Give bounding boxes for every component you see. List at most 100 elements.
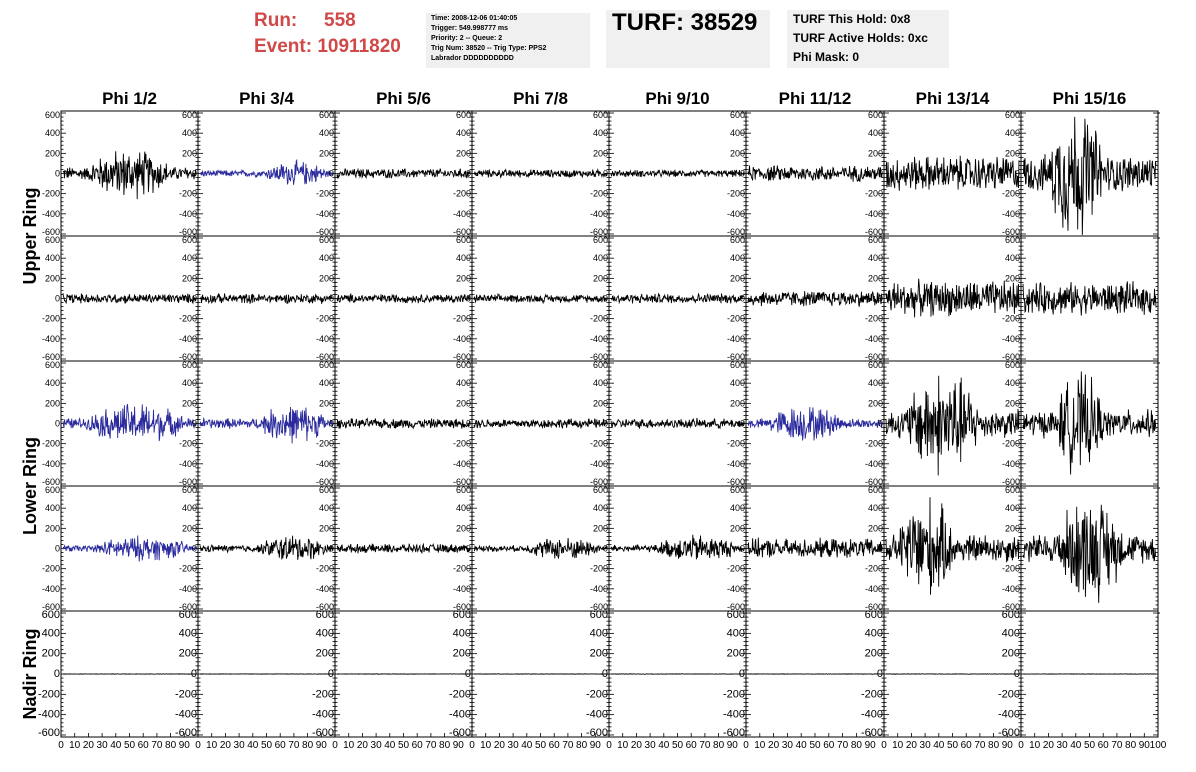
- waveform-trace: [199, 406, 334, 444]
- y-tick-label: -200: [42, 439, 60, 449]
- y-tick-label: 0: [55, 544, 60, 554]
- x-tick-label: 60: [275, 740, 287, 751]
- y-tick-label: 0: [740, 419, 745, 429]
- x-tick-label: 30: [371, 740, 383, 751]
- waveform-trace: [747, 537, 883, 558]
- y-tick-label: 0: [191, 668, 197, 680]
- y-tick-label: -400: [586, 709, 608, 721]
- x-tick-label: 80: [576, 740, 588, 751]
- x-tick-label: 70: [974, 740, 986, 751]
- y-tick-label: 0: [603, 294, 608, 304]
- y-tick-label: 400: [730, 378, 745, 388]
- y-tick-label: 600: [1005, 110, 1020, 120]
- x-tick-label: 90: [1139, 740, 1151, 751]
- y-tick-label: -400: [312, 709, 334, 721]
- waveform-trace: [336, 673, 470, 675]
- y-tick-label: 400: [868, 128, 883, 138]
- y-tick-label: -200: [312, 688, 334, 700]
- column-header: Phi 7/8: [513, 89, 568, 108]
- y-tick-label: -600: [42, 602, 60, 612]
- y-tick-label: 600: [593, 485, 608, 495]
- x-tick-label: 50: [947, 740, 959, 751]
- y-tick-label: 200: [590, 648, 608, 660]
- y-tick-label: -400: [179, 584, 197, 594]
- x-tick-label: 50: [261, 740, 273, 751]
- y-tick-label: 400: [1005, 253, 1020, 263]
- y-tick-label: 600: [179, 609, 197, 621]
- y-tick-label: 0: [55, 169, 60, 179]
- y-tick-label: 0: [603, 544, 608, 554]
- y-tick-label: -600: [727, 477, 745, 487]
- y-tick-label: 200: [1005, 523, 1020, 533]
- x-tick-label: 30: [1057, 740, 1069, 751]
- x-tick-label: 30: [97, 740, 109, 751]
- y-tick-label: -200: [316, 314, 334, 324]
- y-tick-label: 600: [182, 485, 197, 495]
- waveform-trace: [885, 278, 1020, 318]
- y-tick-label: -400: [42, 334, 60, 344]
- x-tick-label: 0: [469, 740, 475, 751]
- y-tick-label: 400: [730, 128, 745, 138]
- x-tick-label: 10: [69, 740, 81, 751]
- waveform-trace: [473, 537, 608, 560]
- waveform-trace: [199, 673, 334, 675]
- y-tick-label: -200: [590, 189, 608, 199]
- panel-frame: [1020, 360, 1159, 487]
- y-tick-label: 600: [1005, 360, 1020, 370]
- x-tick-label: 50: [124, 740, 136, 751]
- y-tick-label: 200: [593, 273, 608, 283]
- y-tick-label: 200: [45, 148, 60, 158]
- y-tick-label: 600: [45, 485, 60, 495]
- y-tick-label: -200: [316, 439, 334, 449]
- turf-box: TURF: 38529: [606, 10, 770, 68]
- y-tick-label: 600: [730, 485, 745, 495]
- x-tick-label: 0: [1018, 740, 1024, 751]
- x-tick-label: 80: [851, 740, 863, 751]
- y-tick-label: 400: [1005, 128, 1020, 138]
- y-tick-label: -600: [179, 602, 197, 612]
- x-tick-label: 60: [686, 740, 698, 751]
- y-tick-label: -200: [38, 688, 60, 700]
- waveform-trace: [62, 535, 197, 562]
- y-tick-label: -600: [38, 727, 60, 739]
- waveform-trace: [610, 534, 745, 560]
- y-tick-label: 400: [1002, 627, 1020, 639]
- y-tick-label: 0: [466, 419, 471, 429]
- y-tick-label: 600: [319, 360, 334, 370]
- waveform-trace: [336, 542, 471, 555]
- y-tick-label: -200: [42, 314, 60, 324]
- y-tick-label: -200: [861, 688, 883, 700]
- y-tick-label: -400: [42, 209, 60, 219]
- y-tick-label: -400: [861, 709, 883, 721]
- y-tick-label: -400: [865, 209, 883, 219]
- y-tick-label: -200: [179, 314, 197, 324]
- y-tick-label: 400: [319, 503, 334, 513]
- y-tick-label: -400: [453, 584, 471, 594]
- y-tick-label: -600: [865, 602, 883, 612]
- y-tick-label: 400: [182, 503, 197, 513]
- y-tick-label: 400: [182, 378, 197, 388]
- y-tick-label: 400: [868, 378, 883, 388]
- y-tick-label: -400: [727, 584, 745, 594]
- x-tick-label: 20: [768, 740, 780, 751]
- waveform-trace: [62, 151, 197, 200]
- y-tick-label: 200: [182, 148, 197, 158]
- y-tick-label: -400: [865, 334, 883, 344]
- y-tick-label: -600: [998, 727, 1020, 739]
- y-tick-label: -200: [590, 564, 608, 574]
- x-tick-label: 30: [782, 740, 794, 751]
- y-tick-label: -400: [727, 459, 745, 469]
- x-tick-label: 90: [1002, 740, 1014, 751]
- y-tick-label: -200: [449, 688, 471, 700]
- y-tick-label: -400: [590, 334, 608, 344]
- y-tick-label: 0: [878, 294, 883, 304]
- y-tick-label: -200: [865, 189, 883, 199]
- y-tick-label: 400: [730, 253, 745, 263]
- y-tick-label: 400: [182, 253, 197, 263]
- y-tick-label: -600: [727, 352, 745, 362]
- column-header: Phi 3/4: [239, 89, 294, 108]
- y-tick-label: 0: [328, 668, 334, 680]
- x-tick-label: 60: [1098, 740, 1110, 751]
- y-tick-label: 400: [182, 128, 197, 138]
- y-tick-label: -600: [449, 727, 471, 739]
